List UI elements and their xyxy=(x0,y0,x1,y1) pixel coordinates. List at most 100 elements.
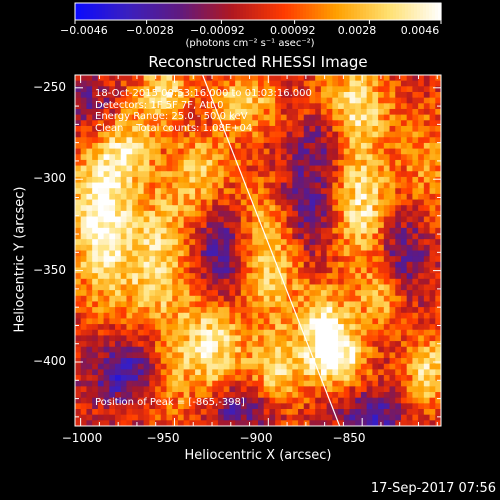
heatmap-cell xyxy=(252,278,259,285)
heatmap-cell xyxy=(343,392,350,399)
heatmap-cell xyxy=(269,341,276,348)
heatmap-cell xyxy=(252,233,259,240)
heatmap-cell xyxy=(349,318,356,325)
heatmap-cell xyxy=(189,307,196,314)
heatmap-cell xyxy=(126,335,133,342)
colorbar-cell xyxy=(174,3,178,20)
heatmap-cell xyxy=(406,142,413,150)
heatmap-cell xyxy=(183,239,190,246)
colorbar-cell xyxy=(183,3,187,20)
heatmap-cell xyxy=(378,307,385,314)
heatmap-cell xyxy=(366,239,373,246)
heatmap-cell xyxy=(292,369,299,376)
heatmap-cell xyxy=(206,278,213,285)
heatmap-cell xyxy=(326,420,333,427)
heatmap-cell xyxy=(200,386,208,393)
heatmap-cell xyxy=(418,301,425,308)
heatmap-cell xyxy=(263,358,270,365)
heatmap-cell xyxy=(435,273,442,280)
heatmap-cell xyxy=(435,307,442,314)
heatmap-cell xyxy=(349,125,356,133)
heatmap-cell xyxy=(332,250,339,257)
heatmap-cell xyxy=(149,403,156,410)
heatmap-cell xyxy=(137,318,145,325)
heatmap-cell xyxy=(423,188,431,195)
heatmap-cell xyxy=(400,86,408,93)
heatmap-cell xyxy=(229,97,236,104)
heatmap-cell xyxy=(206,267,213,274)
heatmap-cell xyxy=(97,318,105,325)
heatmap-cell xyxy=(137,120,145,127)
heatmap-cell xyxy=(309,148,316,155)
heatmap-cell xyxy=(166,188,173,195)
heatmap-cell xyxy=(177,420,185,427)
heatmap-cell xyxy=(309,329,316,336)
heatmap-cell xyxy=(303,420,310,427)
heatmap-cell xyxy=(418,380,425,387)
heatmap-cell xyxy=(286,182,293,189)
heatmap-cell xyxy=(177,278,185,285)
heatmap-cell xyxy=(298,346,305,353)
heatmap-cell xyxy=(435,125,442,133)
heatmap-cell xyxy=(172,329,179,336)
heatmap-cell xyxy=(103,346,110,353)
heatmap-cell xyxy=(326,114,333,121)
heatmap-cell xyxy=(423,193,431,201)
heatmap-cell xyxy=(366,97,373,104)
heatmap-cell xyxy=(309,267,316,274)
heatmap-cell xyxy=(166,363,173,370)
heatmap-cell xyxy=(149,329,156,336)
heatmap-cell xyxy=(166,131,173,138)
heatmap-cell xyxy=(343,256,350,263)
heatmap-cell xyxy=(418,363,425,370)
heatmap-cell xyxy=(298,125,305,133)
heatmap-cell xyxy=(195,363,202,370)
heatmap-cell xyxy=(97,312,105,319)
heatmap-cell xyxy=(103,148,110,155)
heatmap-cell xyxy=(92,233,99,240)
heatmap-cell xyxy=(166,346,173,353)
heatmap-cell xyxy=(315,142,322,150)
heatmap-cell xyxy=(349,227,356,235)
heatmap-cell xyxy=(423,75,431,82)
heatmap-cell xyxy=(292,193,299,201)
heatmap-cell xyxy=(223,125,230,133)
heatmap-cell xyxy=(326,97,333,104)
heatmap-cell xyxy=(160,239,167,246)
heatmap-cell xyxy=(240,137,248,144)
heatmap-cell xyxy=(149,397,156,404)
heatmap-cell xyxy=(86,193,93,201)
heatmap-cell xyxy=(246,154,253,161)
heatmap-cell xyxy=(349,290,356,297)
heatmap-cell xyxy=(126,267,133,274)
heatmap-cell xyxy=(206,363,213,370)
heatmap-cell xyxy=(315,86,322,93)
heatmap-cell xyxy=(86,91,93,99)
heatmap-cell xyxy=(240,261,248,268)
heatmap-cell xyxy=(115,341,122,348)
heatmap-cell xyxy=(223,290,230,297)
heatmap-cell xyxy=(275,403,282,410)
heatmap-cell xyxy=(177,307,185,314)
heatmap-cell xyxy=(269,273,276,280)
heatmap-cell xyxy=(137,125,145,133)
heatmap-cell xyxy=(360,392,368,399)
heatmap-cell xyxy=(400,233,408,240)
heatmap-cell xyxy=(349,239,356,246)
heatmap-cell xyxy=(235,301,242,308)
heatmap-cell xyxy=(343,352,350,359)
heatmap-cell xyxy=(229,86,236,93)
heatmap-cell xyxy=(320,284,328,291)
heatmap-cell xyxy=(166,329,173,336)
heatmap-cell xyxy=(315,301,322,308)
heatmap-cell xyxy=(269,131,276,138)
heatmap-cell xyxy=(275,233,282,240)
heatmap-cell xyxy=(143,290,150,297)
heatmap-cell xyxy=(183,409,190,416)
heatmap-cell xyxy=(149,137,156,144)
heatmap-cell xyxy=(212,97,219,104)
heatmap-cell xyxy=(103,114,110,121)
heatmap-cell xyxy=(103,335,110,342)
heatmap-cell xyxy=(412,261,419,268)
heatmap-cell xyxy=(315,131,322,138)
